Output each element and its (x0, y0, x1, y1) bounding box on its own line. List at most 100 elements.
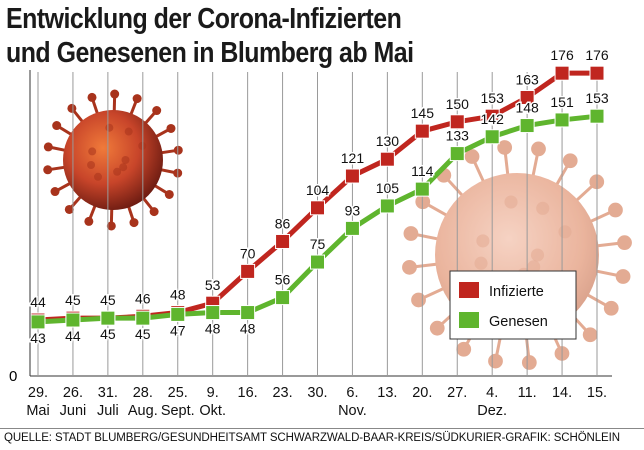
data-label-infizierte: 45 (100, 292, 116, 308)
marker-infizierte (379, 151, 395, 167)
marker-genesen (554, 112, 570, 128)
source-divider (0, 428, 644, 429)
data-label-genesen: 45 (100, 326, 116, 342)
x-tick-label: 20. (412, 385, 432, 401)
x-tick-label: 31. (98, 385, 118, 401)
x-tick-label: 16. (238, 385, 258, 401)
data-label-genesen: 133 (446, 128, 470, 144)
y-tick-label: 0 (9, 368, 17, 385)
data-label-infizierte: 70 (240, 245, 256, 261)
x-tick-label: 6. (346, 385, 358, 401)
marker-genesen (449, 146, 465, 162)
x-month-label: Sept. (161, 403, 195, 419)
x-tick-label: 23. (272, 385, 292, 401)
data-label-genesen: 43 (30, 330, 46, 346)
marker-genesen (135, 310, 151, 326)
data-label-genesen: 142 (481, 111, 505, 127)
marker-infizierte (589, 65, 605, 81)
marker-genesen (65, 312, 81, 328)
data-label-genesen: 148 (515, 100, 539, 116)
marker-genesen (275, 290, 291, 306)
marker-infizierte (240, 263, 256, 279)
data-label-genesen: 105 (376, 180, 400, 196)
x-tick-label: 28. (133, 385, 153, 401)
legend-label-genesen: Genesen (489, 314, 548, 330)
series-markers (30, 65, 605, 330)
coronavirus-illustration-red (43, 89, 183, 231)
x-month-label: Juli (97, 403, 119, 419)
marker-infizierte (275, 233, 291, 249)
x-tick-label: 11. (518, 385, 537, 401)
title-line-1: Entwicklung der Corona-Infizierten (6, 3, 402, 35)
marker-infizierte (554, 65, 570, 81)
data-label-genesen: 56 (275, 272, 291, 288)
data-label-infizierte: 48 (170, 287, 186, 303)
marker-genesen (310, 254, 325, 270)
data-labels: 44 45 45 46 48 53 70 86 104 121 130 145 150 153 163 176… (29, 46, 611, 348)
marker-genesen (170, 306, 186, 322)
marker-genesen (379, 198, 395, 214)
x-tick-label: 30. (307, 385, 327, 401)
x-tick-label: 15. (587, 385, 607, 401)
marker-genesen (344, 220, 360, 236)
x-tick-label: 25. (168, 385, 188, 401)
x-month-label: Dez. (477, 403, 507, 419)
data-label-infizierte: 176 (585, 47, 609, 63)
data-label-genesen: 75 (310, 236, 326, 252)
data-label-genesen: 151 (550, 94, 574, 110)
marker-genesen (240, 305, 256, 321)
x-month-label: Juni (60, 403, 87, 419)
data-label-infizierte: 176 (550, 47, 574, 63)
x-month-label: Okt. (199, 403, 226, 419)
x-tick-label: 26. (63, 385, 83, 401)
marker-infizierte (310, 200, 325, 216)
data-label-infizierte: 121 (341, 150, 365, 166)
data-label-infizierte: 163 (515, 71, 539, 87)
marker-genesen (519, 118, 535, 134)
legend: Infizierte Genesen (449, 270, 577, 340)
marker-infizierte (519, 89, 535, 105)
data-label-genesen: 48 (240, 321, 256, 337)
x-month-label: Aug. (128, 403, 158, 419)
data-label-genesen: 47 (170, 322, 186, 338)
data-label-infizierte: 45 (65, 292, 81, 308)
marker-genesen (414, 181, 430, 197)
marker-genesen (484, 129, 500, 145)
data-label-infizierte: 145 (411, 105, 435, 121)
data-label-infizierte: 150 (446, 96, 470, 112)
legend-label-infizierte: Infizierte (489, 284, 544, 300)
data-label-genesen: 44 (65, 328, 81, 344)
chart-title: Entwicklung der Corona-Infizierten und G… (6, 2, 414, 70)
x-axis-labels: 29. 26. 31. 28. 25. 9. 16. 23. 30. 6. 13. 20. 27. 4. 1… (26, 385, 607, 419)
data-label-genesen: 153 (585, 90, 609, 106)
data-label-genesen: 93 (345, 202, 361, 218)
data-label-genesen: 45 (135, 326, 151, 342)
data-label-infizierte: 86 (275, 215, 291, 231)
x-month-label: Mai (26, 403, 49, 419)
marker-genesen (30, 314, 46, 330)
legend-swatch-infizierte (459, 282, 479, 298)
data-label-infizierte: 44 (30, 294, 46, 310)
data-label-genesen: 48 (205, 321, 221, 337)
title-line-2: und Genesenen in Blumberg ab Mai (6, 37, 414, 69)
marker-genesen (205, 305, 221, 321)
marker-infizierte (344, 168, 360, 184)
x-tick-label: 14. (552, 385, 572, 401)
x-tick-label: 9. (207, 385, 219, 401)
data-label-infizierte: 53 (205, 277, 221, 293)
x-month-label: Nov. (338, 403, 367, 419)
marker-infizierte (414, 123, 430, 139)
data-label-infizierte: 130 (376, 133, 400, 149)
x-tick-label: 27. (447, 385, 467, 401)
data-label-infizierte: 153 (481, 90, 505, 106)
marker-genesen (589, 108, 605, 124)
legend-swatch-genesen (459, 312, 479, 328)
x-tick-label: 13. (377, 385, 397, 401)
marker-genesen (100, 310, 116, 326)
source-note: QUELLE: STADT BLUMBERG/GESUNDHEITSAMT SC… (4, 432, 620, 444)
marker-infizierte (484, 108, 500, 124)
data-label-genesen: 114 (411, 163, 434, 179)
marker-infizierte (449, 114, 465, 130)
x-tick-label: 29. (28, 385, 48, 401)
